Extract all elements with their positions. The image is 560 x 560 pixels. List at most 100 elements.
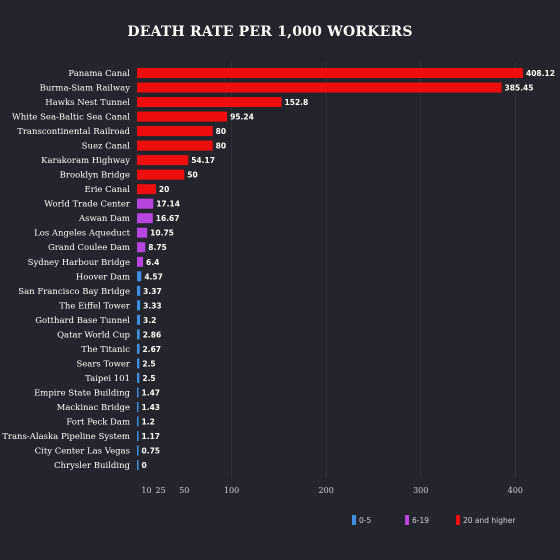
bar — [137, 126, 213, 137]
category-label: Panama Canal — [68, 69, 130, 79]
category-label: Trans-Alaska Pipeline System — [2, 432, 130, 442]
category-label: Hawks Nest Tunnel — [45, 98, 130, 108]
value-label: 385.45 — [505, 84, 534, 93]
bar — [137, 372, 140, 383]
category-label: White Sea-Baltic Sea Canal — [12, 113, 130, 123]
value-label: 1.17 — [142, 432, 161, 441]
value-label: 0.75 — [142, 447, 161, 456]
value-label: 80 — [216, 127, 226, 136]
x-tick-label: 100 — [224, 486, 239, 495]
category-label: Taipei 101 — [85, 374, 130, 384]
value-label: 3.37 — [143, 287, 162, 296]
value-label: 95.24 — [230, 113, 254, 122]
category-label: Aswan Dam — [78, 214, 130, 224]
value-label: 408.12 — [526, 69, 555, 78]
value-label: 1.47 — [142, 388, 161, 397]
category-label: Grand Coulee Dam — [48, 243, 130, 253]
bar — [137, 300, 141, 311]
bar — [137, 285, 141, 296]
legend-label: 20 and higher — [463, 516, 516, 525]
bar — [137, 329, 140, 340]
x-tick-label: 300 — [413, 486, 428, 495]
category-label: Suez Canal — [82, 142, 131, 152]
legend-label: 0-5 — [359, 516, 371, 525]
category-label: Transcontinental Railroad — [17, 127, 130, 137]
x-tick-label: 400 — [508, 486, 523, 495]
bar — [137, 140, 213, 151]
category-label: Gotthard Base Tunnel — [35, 316, 130, 326]
value-label: 16.67 — [156, 214, 180, 223]
bar — [137, 82, 502, 93]
value-label: 20 — [159, 185, 169, 194]
bar — [137, 68, 523, 78]
value-label: 3.33 — [143, 301, 162, 310]
value-label: 0 — [142, 461, 147, 470]
category-label: City Center Las Vegas — [35, 447, 130, 457]
category-label: Burma-Siam Railway — [40, 84, 131, 94]
bar — [137, 431, 139, 441]
category-label: Erie Canal — [84, 185, 130, 195]
chart-title: DEATH RATE PER 1,000 WORKERS — [127, 24, 413, 40]
category-label: Sydney Harbour Bridge — [28, 258, 130, 268]
bar — [137, 227, 148, 238]
category-label: San Francisco Bay Bridge — [18, 287, 130, 297]
category-label: Qatar World Cup — [57, 330, 130, 340]
bar — [137, 387, 139, 398]
category-label: The Eiffel Tower — [59, 301, 131, 311]
bar — [137, 416, 139, 427]
bar — [137, 256, 144, 267]
bar — [137, 169, 185, 180]
value-label: 54.17 — [191, 156, 215, 165]
value-label: 152.8 — [285, 98, 309, 107]
legend-swatch — [456, 515, 460, 525]
value-label: 1.43 — [142, 403, 161, 412]
bar — [137, 155, 189, 166]
value-label: 1.2 — [142, 417, 155, 426]
bar — [137, 97, 282, 108]
legend-swatch — [405, 515, 409, 525]
bar — [137, 213, 153, 224]
bar — [137, 343, 140, 354]
x-tick-label: 200 — [319, 486, 334, 495]
bar — [137, 314, 141, 325]
x-tick-label: 10 — [141, 486, 151, 495]
bar — [137, 111, 228, 122]
value-label: 8.75 — [148, 243, 167, 252]
category-label: Mackinac Bridge — [57, 403, 130, 413]
bar — [137, 242, 146, 253]
category-label: Karakoram Highway — [41, 156, 130, 166]
category-label: Brooklyn Bridge — [60, 171, 130, 181]
category-label: Sears Tower — [76, 359, 130, 369]
category-label: Hoover Dam — [76, 272, 130, 282]
bar — [137, 445, 139, 456]
value-label: 6.4 — [146, 258, 159, 267]
value-label: 2.67 — [143, 345, 162, 354]
bar — [137, 358, 140, 369]
x-tick-label: 25 — [156, 486, 166, 495]
value-label: 2.5 — [142, 374, 155, 383]
category-label: The Titanic — [81, 345, 130, 355]
value-label: 2.5 — [142, 359, 155, 368]
value-label: 17.14 — [156, 200, 180, 209]
bar — [137, 271, 142, 282]
x-tick-label: 50 — [179, 486, 189, 495]
bar — [137, 184, 156, 195]
value-label: 80 — [216, 142, 226, 151]
category-label: Empire State Building — [34, 388, 130, 398]
bar — [137, 198, 154, 209]
category-label: Los Angeles Aqueduct — [34, 229, 130, 239]
value-label: 3.2 — [143, 316, 156, 325]
value-label: 2.86 — [143, 330, 162, 339]
bar — [137, 460, 139, 471]
value-label: 10.75 — [150, 229, 174, 238]
bar — [137, 401, 139, 412]
value-label: 4.57 — [144, 272, 163, 281]
value-label: 50 — [187, 171, 197, 180]
category-label: Chrysler Building — [54, 461, 131, 471]
legend-swatch — [352, 515, 356, 525]
category-label: World Trade Center — [44, 200, 131, 210]
category-label: Fort Peck Dam — [66, 417, 130, 427]
legend-label: 6-19 — [412, 516, 429, 525]
